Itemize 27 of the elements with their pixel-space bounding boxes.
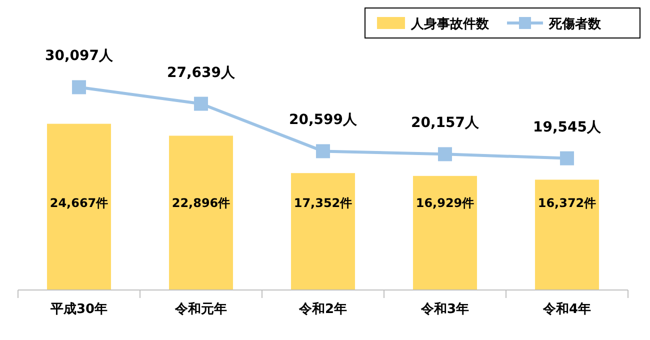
x-tick-label: 令和4年 xyxy=(542,301,592,317)
point xyxy=(72,80,86,94)
x-tick-label: 令和3年 xyxy=(420,301,470,317)
data-label: 20,157人 xyxy=(410,115,480,132)
x-tick-label: 令和元年 xyxy=(174,301,227,317)
legend-label: 死傷者数 xyxy=(548,17,602,32)
bar xyxy=(47,124,111,290)
data-label: 22,896件 xyxy=(172,196,230,210)
data-label: 24,667件 xyxy=(50,196,108,210)
x-tick-label: 令和2年 xyxy=(298,301,348,317)
data-label: 30,097人 xyxy=(44,48,114,64)
bar xyxy=(169,136,233,290)
bar xyxy=(291,173,355,290)
point xyxy=(194,96,208,111)
data-label: 27,639人 xyxy=(166,64,236,81)
data-label: 19,545人 xyxy=(532,119,602,136)
point xyxy=(438,147,452,162)
legend-label: 人身事故件数 xyxy=(410,17,490,32)
bar xyxy=(535,180,599,290)
bar xyxy=(413,176,477,290)
data-label: 16,929件 xyxy=(416,196,474,210)
x-tick-label: 平成30年 xyxy=(49,302,108,317)
data-label: 17,352件 xyxy=(294,196,352,210)
data-label: 16,372件 xyxy=(538,196,596,210)
data-label: 20,599人 xyxy=(288,112,358,128)
point xyxy=(560,151,574,166)
point xyxy=(316,144,330,158)
